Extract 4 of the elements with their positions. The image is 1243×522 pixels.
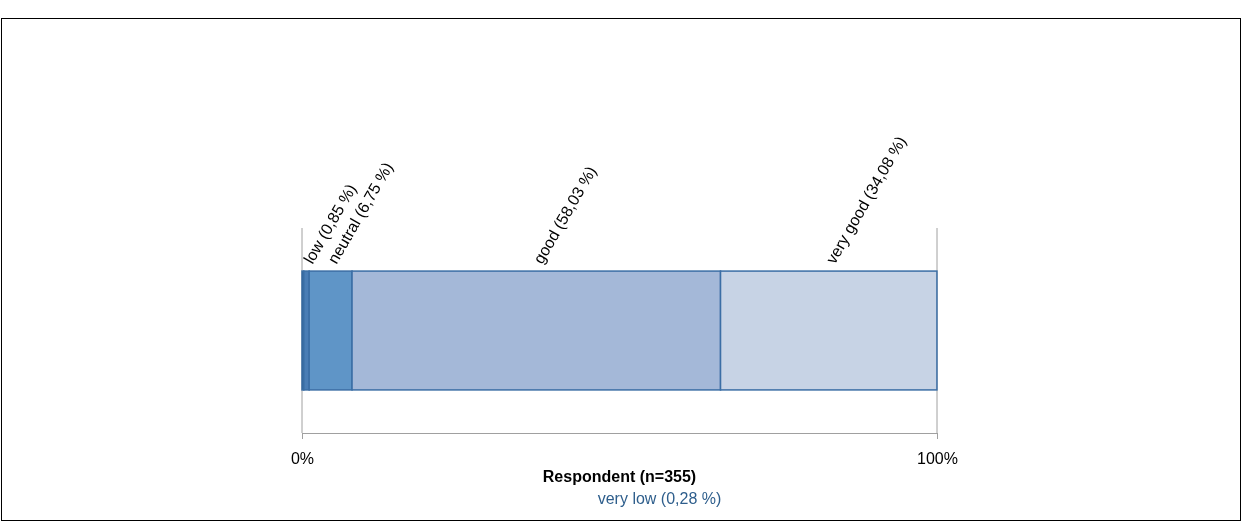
x-axis-title: Respondent (n=355) — [542, 468, 697, 485]
text: very low (0,28 %) — [597, 490, 722, 507]
x-tick-label: 100% — [917, 450, 958, 468]
x-tick-label: 0% — [290, 450, 315, 468]
